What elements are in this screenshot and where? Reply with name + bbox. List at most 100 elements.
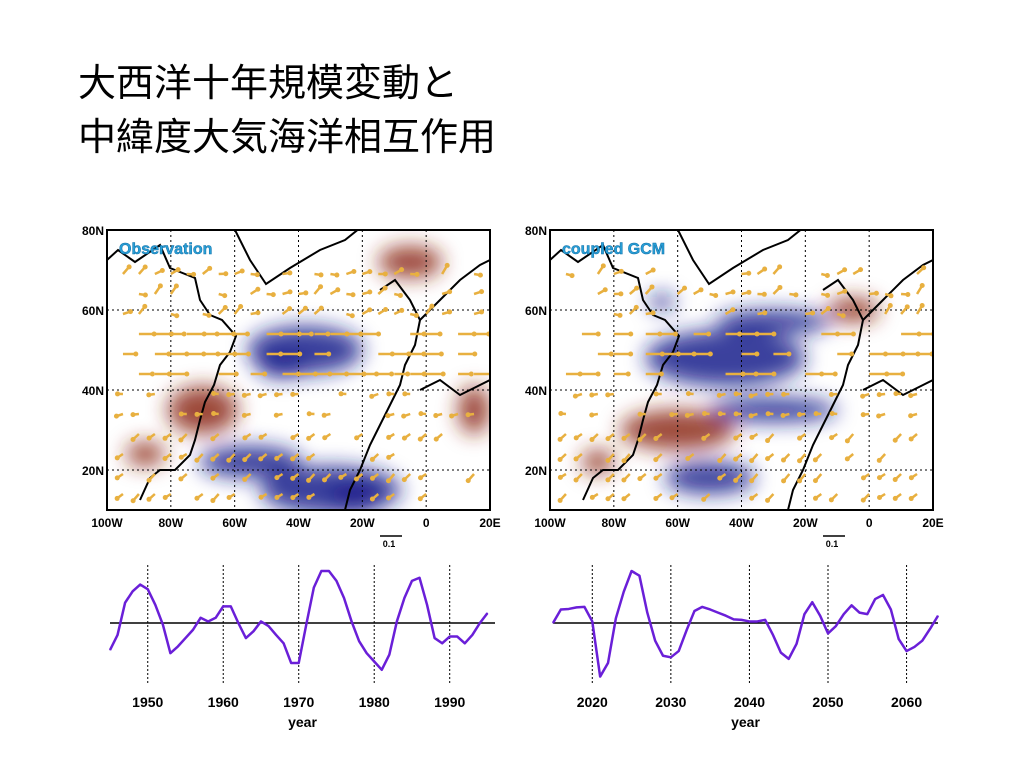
wind-arrow-head xyxy=(210,456,216,462)
wind-arrow-head xyxy=(873,290,879,296)
coastline xyxy=(862,378,933,397)
wind-arrow-head xyxy=(146,477,152,483)
wind-arrow-head xyxy=(832,371,838,377)
wind-arrow-head xyxy=(274,475,280,481)
data-point xyxy=(906,650,908,652)
wind-arrow-head xyxy=(844,438,850,444)
wind-arrow-head xyxy=(765,391,771,397)
wind-arrow-head xyxy=(353,476,359,482)
negative-anomaly xyxy=(256,354,309,378)
wind-arrow-head xyxy=(226,392,232,398)
data-point xyxy=(741,619,743,621)
wind-arrow-head xyxy=(649,284,655,290)
data-point xyxy=(335,580,337,582)
coastline xyxy=(107,243,238,501)
x-tick-label: 2050 xyxy=(812,694,843,710)
data-point xyxy=(252,630,254,632)
wind-arrow-head xyxy=(908,475,914,481)
wind-arrow-head xyxy=(421,371,427,377)
data-point xyxy=(796,643,798,645)
data-point xyxy=(479,622,481,624)
wind-arrow-head xyxy=(762,266,768,272)
wind-arrow-head xyxy=(242,476,248,482)
data-point xyxy=(874,598,876,600)
data-point xyxy=(654,640,656,642)
wind-arrow-head xyxy=(733,391,739,397)
data-point xyxy=(147,588,149,590)
wind-arrow-head xyxy=(369,456,375,462)
wind-arrow-head xyxy=(465,412,471,418)
wind-arrow-head xyxy=(157,283,163,289)
lon-label: 80W xyxy=(601,516,626,530)
wind-arrow-head xyxy=(318,272,324,278)
data-point xyxy=(366,652,368,654)
wind-arrow-head xyxy=(892,495,898,501)
data-point xyxy=(117,634,119,636)
wind-arrow-head xyxy=(608,351,614,357)
wind-arrow-head xyxy=(142,264,148,270)
wind-arrow-head xyxy=(126,264,132,270)
wind-arrow-head xyxy=(338,474,344,480)
wind-arrow-head xyxy=(908,436,914,442)
positive-anomaly xyxy=(581,450,614,474)
wind-arrow-head xyxy=(628,351,634,357)
wind-arrow-head xyxy=(399,267,405,273)
x-tick-label: 1990 xyxy=(434,694,465,710)
wind-arrow-head xyxy=(573,477,579,483)
wind-arrow-head xyxy=(274,455,280,461)
wind-arrow-head xyxy=(684,412,690,418)
data-point xyxy=(471,634,473,636)
wind-arrow-head xyxy=(149,371,155,377)
wind-arrow-head xyxy=(733,456,739,462)
data-point xyxy=(154,604,156,606)
wind-arrow-head xyxy=(238,303,244,309)
data-point xyxy=(305,624,307,626)
wind-arrow-head xyxy=(844,456,850,462)
wind-arrow-head xyxy=(637,476,643,482)
wind-arrow-head xyxy=(326,351,332,357)
wind-arrow-head xyxy=(707,351,713,357)
wind-arrow-head xyxy=(754,351,760,357)
wind-arrow-head xyxy=(440,371,446,377)
wind-arrow-head xyxy=(142,292,148,298)
wind-arrow-head xyxy=(449,413,455,419)
wind-arrow-head xyxy=(413,312,419,318)
wind-arrow-head xyxy=(287,289,293,295)
wind-arrow-head xyxy=(797,478,803,484)
lon-label: 20E xyxy=(479,516,500,530)
wind-arrow-head xyxy=(653,391,659,397)
wind-arrow-head xyxy=(433,436,439,442)
wind-arrow-head xyxy=(730,289,736,295)
wind-arrow-head xyxy=(222,305,228,311)
data-point xyxy=(207,620,209,622)
data-point xyxy=(607,662,609,664)
wind-arrow-head xyxy=(605,457,611,463)
coastline xyxy=(344,278,422,510)
data-point xyxy=(701,606,703,608)
data-point xyxy=(552,622,554,624)
wind-arrow-head xyxy=(113,413,119,419)
wind-arrow-head xyxy=(376,331,382,337)
wind-arrow-head xyxy=(349,313,355,319)
wind-arrow-head xyxy=(270,292,276,298)
wind-arrow-head xyxy=(633,304,639,310)
wind-arrow-head xyxy=(146,392,152,398)
wind-arrow-head xyxy=(386,495,392,501)
wind-arrow-head xyxy=(653,495,659,501)
map-frame xyxy=(106,229,491,511)
wind-arrow-head xyxy=(306,477,312,483)
wind-arrow-head xyxy=(813,495,819,501)
data-point xyxy=(162,624,164,626)
data-point xyxy=(343,597,345,599)
wind-arrow-head xyxy=(367,269,373,275)
wind-arrow-head xyxy=(908,413,914,419)
wind-arrow-head xyxy=(621,435,627,441)
wind-arrow-head xyxy=(334,272,340,278)
x-tick-label: 1980 xyxy=(359,694,390,710)
data-point xyxy=(434,637,436,639)
negative-anomaly xyxy=(715,310,832,334)
wind-arrow-head xyxy=(701,496,707,502)
wind-arrow-head xyxy=(287,270,293,276)
data-point xyxy=(693,610,695,612)
data-point xyxy=(283,642,285,644)
